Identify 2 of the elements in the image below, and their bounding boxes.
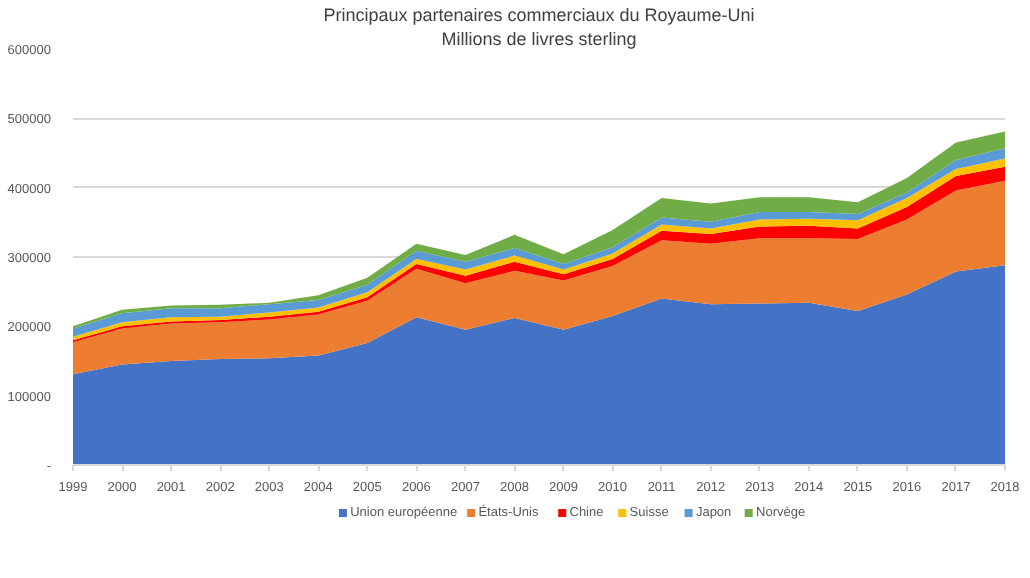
chart-title: Principaux partenaires commerciaux du Royaume-Uni bbox=[323, 5, 755, 25]
chart-subtitle: Millions de livres sterling bbox=[441, 29, 637, 49]
